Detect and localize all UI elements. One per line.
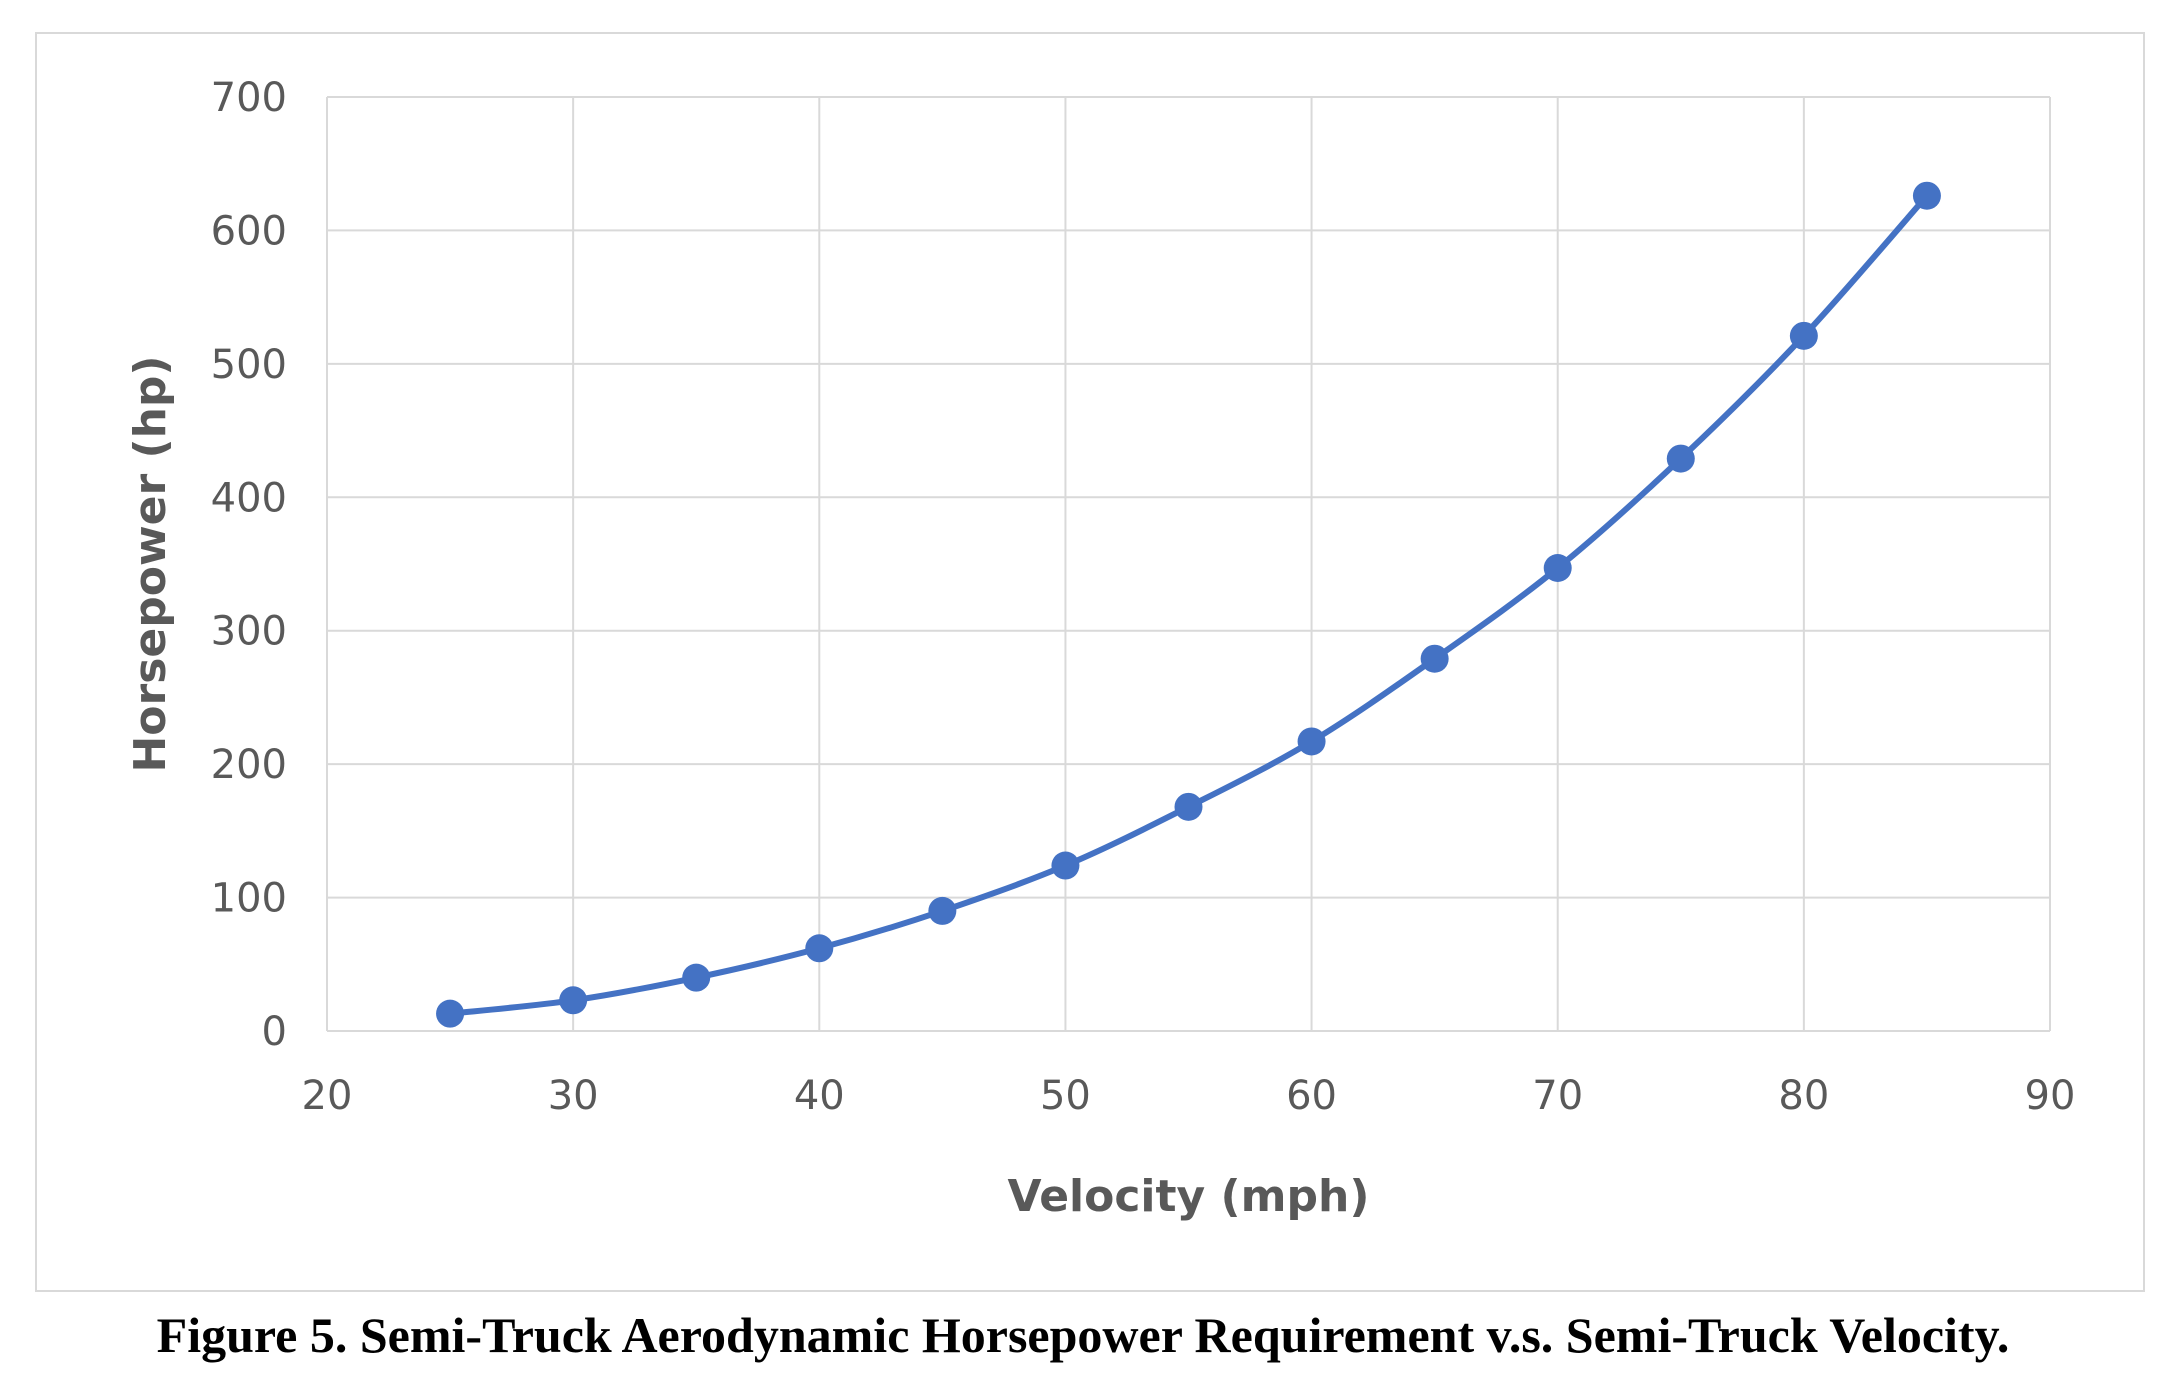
y-tick-label: 400	[211, 475, 287, 521]
y-axis-ticks: 0 100 200 300 400 500 600 700	[211, 75, 287, 1055]
y-tick-label: 300	[211, 609, 287, 655]
chart-frame: 0 100 200 300 400 500 600 700 20 30 40 50 60 70 80 90 …	[35, 32, 2145, 1292]
x-axis-title: Velocity (mph)	[1008, 1171, 1370, 1222]
data-point	[682, 963, 711, 992]
x-tick-label: 20	[302, 1073, 353, 1119]
gridlines	[326, 96, 2051, 1032]
data-point	[1789, 321, 1818, 350]
data-point	[928, 896, 957, 925]
x-tick-label: 50	[1040, 1073, 1091, 1119]
y-tick-label: 700	[211, 75, 287, 121]
series-line	[447, 192, 1930, 1017]
x-tick-label: 90	[2025, 1073, 2076, 1119]
data-point	[1051, 851, 1080, 880]
data-point	[1297, 727, 1326, 756]
y-tick-label: 100	[211, 876, 287, 922]
x-tick-label: 30	[548, 1073, 599, 1119]
data-point	[805, 934, 834, 963]
series-layer	[436, 181, 1941, 1028]
x-tick-label: 70	[1532, 1073, 1583, 1119]
y-tick-label: 500	[211, 342, 287, 388]
x-tick-label: 80	[1778, 1073, 1829, 1119]
x-axis-ticks: 20 30 40 50 60 70 80 90	[302, 1073, 2076, 1119]
data-point	[1543, 554, 1572, 583]
data-point	[1174, 792, 1203, 821]
y-tick-label: 0	[262, 1009, 287, 1055]
y-tick-label: 600	[211, 208, 287, 254]
y-tick-label: 200	[211, 742, 287, 788]
data-point	[1420, 644, 1449, 673]
y-axis-title: Horsepower (hp)	[125, 355, 176, 772]
data-point	[559, 986, 588, 1015]
data-point	[436, 999, 465, 1028]
figure-caption: Figure 5. Semi-Truck Aerodynamic Horsepo…	[156, 1307, 2010, 1363]
data-point	[1912, 181, 1941, 210]
x-tick-label: 60	[1286, 1073, 1337, 1119]
x-tick-label: 40	[794, 1073, 845, 1119]
data-point	[1666, 444, 1695, 473]
